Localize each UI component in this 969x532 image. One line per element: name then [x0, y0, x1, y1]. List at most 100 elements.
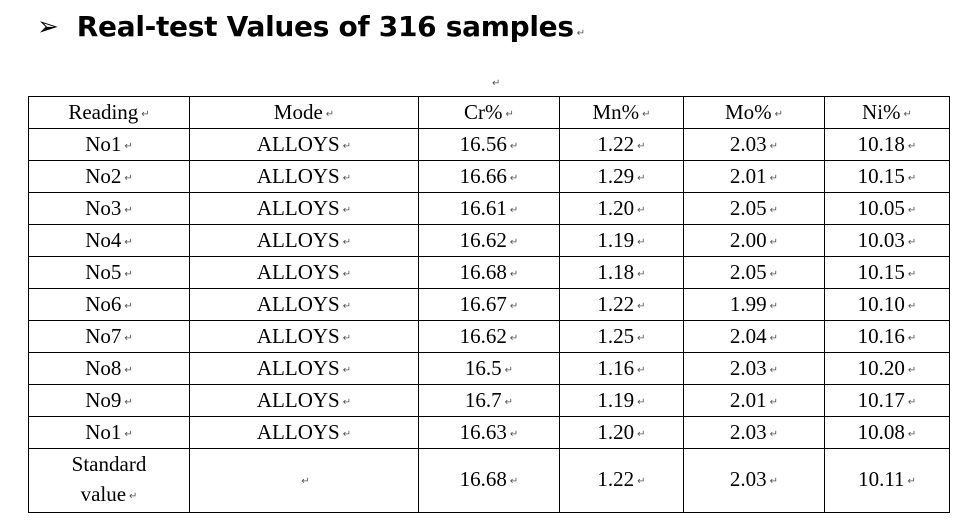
- mode-cell: ALLOYS ↵: [189, 320, 419, 353]
- paragraph-mark-icon: ↵: [637, 172, 646, 184]
- ni-cell: 10.11 ↵: [824, 448, 950, 513]
- mode-cell: ALLOYS ↵: [189, 160, 419, 193]
- header-mode-cell: Mode ↵: [189, 96, 419, 129]
- paragraph-mark-icon: ↵: [342, 332, 352, 344]
- cr-cell: 16.67 ↵: [418, 288, 560, 321]
- header-reading-cell: Reading ↵: [28, 96, 190, 129]
- mode-cell: ALLOYS ↵: [189, 384, 419, 417]
- mn-cell: 1.25 ↵: [559, 320, 684, 353]
- reading-value: No4: [85, 228, 122, 252]
- ni-value: 10.20: [857, 356, 905, 380]
- paragraph-mark-icon: ↵: [509, 236, 519, 248]
- cr-cell: 16.62 ↵: [418, 224, 560, 257]
- mode-cell: ↵: [189, 448, 419, 513]
- paragraph-mark-icon: ↵: [907, 300, 917, 312]
- mode-value: ALLOYS: [256, 196, 340, 220]
- paragraph-mark-icon: ↵: [637, 236, 646, 248]
- paragraph-mark-icon: ↵: [907, 332, 917, 344]
- paragraph-mark-icon: ↵: [124, 140, 133, 152]
- mn-value: 1.20: [597, 196, 635, 220]
- mode-value: ALLOYS: [256, 132, 340, 156]
- mo-value: 2.01: [729, 388, 767, 412]
- paragraph-mark-icon: ↵: [637, 140, 646, 152]
- ni-value: 10.03: [857, 228, 905, 252]
- paragraph-mark-icon: ↵: [342, 396, 352, 408]
- header-ni-value: Ni%: [862, 100, 901, 124]
- paragraph-mark-icon: ↵: [769, 204, 779, 216]
- mo-cell: 2.03 ↵: [683, 416, 825, 449]
- ni-value: 10.15: [857, 164, 905, 188]
- paragraph-mark-icon: ↵: [903, 108, 912, 120]
- paragraph-mark-icon: ↵: [637, 428, 646, 440]
- mn-value: 1.16: [597, 356, 635, 380]
- paragraph-mark-icon: ↵: [124, 268, 133, 280]
- paragraph-mark-icon: ↵: [509, 140, 519, 152]
- paragraph-mark-icon: ↵: [504, 396, 514, 408]
- standard-label-line1: Standard: [71, 452, 147, 477]
- cr-value: 16.68: [459, 467, 507, 492]
- paragraph-mark-icon: ↵: [124, 204, 133, 216]
- mo-cell: 2.04 ↵: [683, 320, 825, 353]
- header-ni-cell: Ni% ↵: [824, 96, 950, 129]
- standard-value-row: Standard value ↵ ↵ 16.68 ↵ 1.22 ↵ 2.03 ↵ 10.11 ↵: [28, 448, 950, 513]
- table-row: No9 ↵ ALLOYS ↵ 16.7 ↵ 1.19 ↵ 2.01 ↵ 10.17 ↵: [28, 384, 950, 417]
- table-row: No8 ↵ ALLOYS ↵ 16.5 ↵ 1.16 ↵ 2.03 ↵ 10.20 ↵: [28, 352, 950, 385]
- paragraph-mark-icon: ↵: [124, 428, 133, 440]
- paragraph-mark-icon: ↵: [637, 396, 646, 408]
- mo-value: 2.03: [729, 356, 767, 380]
- ni-cell: 10.03 ↵: [824, 224, 950, 257]
- mn-cell: 1.29 ↵: [559, 160, 684, 193]
- mo-value: 2.01: [729, 164, 767, 188]
- reading-value: No1: [85, 132, 122, 156]
- paragraph-mark-icon: ↵: [124, 236, 133, 248]
- paragraph-mark-icon: ↵: [907, 140, 917, 152]
- paragraph-mark-icon: ↵: [769, 475, 779, 487]
- mn-cell: 1.16 ↵: [559, 352, 684, 385]
- mn-cell: 1.19 ↵: [559, 224, 684, 257]
- cr-value: 16.67: [459, 292, 507, 316]
- cr-cell: 16.5 ↵: [418, 352, 560, 385]
- paragraph-mark-icon: ↵: [769, 236, 779, 248]
- mo-value: 2.03: [729, 467, 767, 492]
- mo-value: 1.99: [729, 292, 767, 316]
- paragraph-mark-icon: ↵: [342, 140, 352, 152]
- reading-value: No7: [85, 324, 122, 348]
- mo-cell: 2.01 ↵: [683, 160, 825, 193]
- paragraph-mark-icon: ↵: [141, 108, 150, 120]
- header-reading-value: Reading: [68, 100, 139, 124]
- paragraph-mark-icon: ↵: [642, 108, 651, 120]
- mo-cell: 2.03 ↵: [683, 128, 825, 161]
- paragraph-mark-icon: ↵: [637, 475, 646, 487]
- cr-value: 16.56: [459, 132, 507, 156]
- table-row: No1 ↵ ALLOYS ↵ 16.63 ↵ 1.20 ↵ 2.03 ↵ 10.08 ↵: [28, 416, 950, 449]
- reading-cell: No1 ↵: [28, 128, 190, 161]
- paragraph-mark-icon: ↵: [342, 204, 352, 216]
- ni-value: 10.08: [857, 420, 905, 444]
- paragraph-mark-icon: ↵: [576, 27, 585, 39]
- mn-value: 1.29: [597, 164, 635, 188]
- mo-value: 2.04: [729, 324, 767, 348]
- ni-value: 10.10: [857, 292, 905, 316]
- mn-value: 1.19: [597, 388, 635, 412]
- paragraph-mark-icon: ↵: [124, 300, 133, 312]
- mo-cell: 2.01 ↵: [683, 384, 825, 417]
- paragraph-mark-icon: ↵: [509, 204, 519, 216]
- reading-cell: No6 ↵: [28, 288, 190, 321]
- reading-cell: No3 ↵: [28, 192, 190, 225]
- mo-value: 2.05: [729, 260, 767, 284]
- reading-cell: No1 ↵: [28, 416, 190, 449]
- paragraph-mark-icon: ↵: [637, 332, 646, 344]
- mn-cell: 1.20 ↵: [559, 416, 684, 449]
- paragraph-mark-icon: ↵: [342, 300, 352, 312]
- mode-value: ALLOYS: [256, 292, 340, 316]
- reading-value: No5: [85, 260, 122, 284]
- mo-cell: 2.03 ↵: [683, 448, 825, 513]
- reading-cell: No9 ↵: [28, 384, 190, 417]
- paragraph-mark-icon: ↵: [124, 364, 133, 376]
- reading-value: No2: [85, 164, 122, 188]
- mn-cell: 1.22 ↵: [559, 128, 684, 161]
- paragraph-mark-icon: ↵: [769, 364, 779, 376]
- ni-value: 10.18: [857, 132, 905, 156]
- paragraph-mark-icon: ↵: [907, 364, 917, 376]
- cr-value: 16.68: [459, 260, 507, 284]
